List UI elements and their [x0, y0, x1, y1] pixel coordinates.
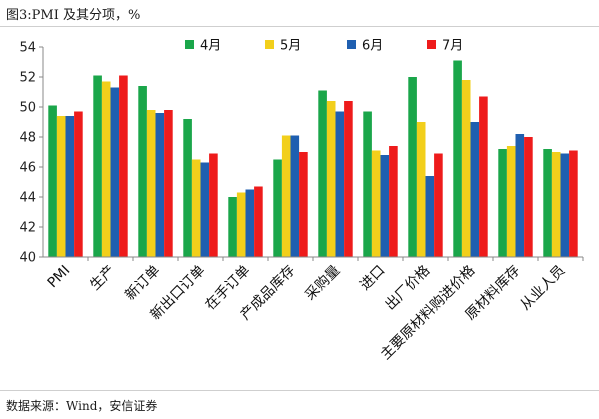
legend: 4月 5月 6月 7月 — [185, 39, 463, 54]
bar — [65, 116, 75, 257]
legend-swatch — [347, 40, 356, 49]
bar — [48, 105, 57, 257]
bar — [281, 135, 291, 257]
x-tick-label: 生产 — [87, 263, 118, 294]
x-tick-label: 采购量 — [302, 263, 343, 304]
legend-swatch — [185, 40, 194, 49]
legend-label: 6月 — [362, 39, 383, 54]
bar — [416, 122, 426, 257]
bar — [344, 101, 353, 257]
y-tick-label: 54 — [19, 41, 36, 56]
bar — [191, 159, 201, 257]
bar — [498, 149, 507, 257]
bar — [299, 152, 308, 257]
top-divider — [0, 26, 599, 27]
y-axis: 40 42 44 46 48 50 52 54 — [19, 41, 44, 266]
bar — [335, 111, 345, 257]
bar-chart: 4042444648505254 PMI 生产 新订单新出口订单在手订单产成品库存采… — [19, 39, 584, 363]
figure-title: 图3:PMI 及其分项，% — [6, 8, 141, 23]
legend-label: 7月 — [442, 39, 463, 54]
x-tick-label: 进口 — [357, 263, 388, 294]
bar — [200, 162, 210, 257]
legend-swatch — [427, 40, 436, 49]
bar — [371, 150, 381, 257]
bar — [183, 119, 192, 257]
bar — [245, 189, 255, 257]
bar — [228, 197, 237, 257]
legend-label: 5月 — [280, 39, 301, 54]
bar — [56, 116, 66, 257]
legend-label: 4月 — [200, 39, 221, 54]
bar — [74, 111, 83, 257]
bar — [164, 110, 173, 257]
bar — [506, 146, 516, 257]
bar — [524, 137, 533, 257]
bar — [93, 75, 102, 257]
bar — [551, 152, 561, 257]
bar — [470, 122, 480, 257]
bar — [515, 134, 525, 257]
bar — [101, 81, 111, 257]
bar — [146, 110, 156, 257]
bar — [408, 77, 417, 257]
bar — [290, 135, 300, 257]
bar-series — [48, 60, 578, 257]
bottom-divider — [0, 390, 599, 391]
bar — [479, 96, 488, 257]
source-note: 数据来源：Wind，安信证券 — [6, 399, 158, 413]
bar — [425, 176, 435, 257]
bar — [453, 60, 462, 257]
bar — [254, 186, 263, 257]
bar — [110, 87, 120, 257]
bar — [461, 80, 471, 257]
bar — [273, 159, 282, 257]
bar — [389, 146, 398, 257]
x-tick-label: PMI — [45, 263, 74, 292]
y-tick-label: 40 — [19, 251, 36, 266]
bar — [326, 101, 336, 257]
y-tick-label: 44 — [19, 191, 36, 206]
y-tick-label: 46 — [19, 161, 36, 176]
bar — [318, 90, 327, 257]
bar — [569, 150, 578, 257]
bar — [236, 192, 246, 257]
x-tick-label: 新订单 — [122, 263, 163, 304]
y-tick-label: 42 — [19, 221, 36, 236]
bar — [209, 153, 218, 257]
legend-swatch — [265, 40, 274, 49]
bar — [138, 86, 147, 257]
bar — [560, 153, 570, 257]
y-tick-label: 48 — [19, 131, 36, 146]
bar — [434, 153, 443, 257]
y-tick-label: 50 — [19, 101, 36, 116]
bar — [155, 113, 165, 257]
y-tick-label: 52 — [19, 71, 36, 86]
bar — [380, 155, 390, 257]
x-tick-label: 从业人员 — [517, 263, 568, 314]
bar — [119, 75, 128, 257]
bar — [363, 111, 372, 257]
bar — [543, 149, 552, 257]
